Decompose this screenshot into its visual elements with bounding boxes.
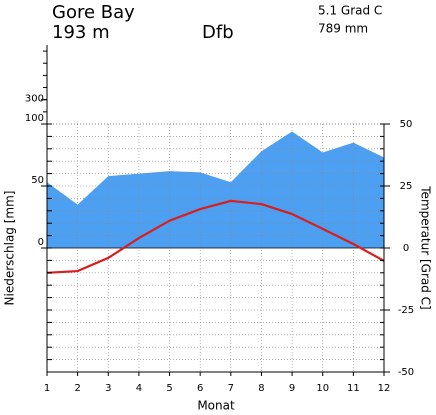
- elevation: 193 m: [52, 22, 110, 43]
- mean-temp: 5.1 Grad C: [318, 4, 382, 18]
- y-tick-label: 0: [38, 237, 44, 248]
- y-tick-label: 100: [25, 113, 44, 124]
- y2-axis-label: Temperatur [Grad C]: [419, 185, 433, 309]
- station: Gore Bay: [52, 2, 135, 23]
- y-tick-label: 50: [31, 175, 44, 186]
- x-tick-label: 5: [166, 383, 172, 394]
- x-tick-label: 10: [316, 383, 329, 394]
- x-tick-label: 6: [197, 383, 203, 394]
- y2-tick-label: -50: [398, 367, 414, 378]
- x-tick-label: 7: [228, 383, 234, 394]
- x-axis-label: Monat: [197, 399, 235, 413]
- y-axis-label: Niederschlag [mm]: [3, 191, 17, 306]
- x-tick-label: 8: [258, 383, 264, 394]
- y2-tick-label: -25: [398, 305, 414, 316]
- x-tick-label: 4: [136, 383, 142, 394]
- y-upper-tick-label: 300: [25, 94, 44, 105]
- x-tick-label: 11: [347, 383, 360, 394]
- x-tick-label: 9: [289, 383, 295, 394]
- y2-tick-label: 50: [400, 119, 413, 130]
- climate-class: Dfb: [202, 22, 234, 43]
- temperature-line: [46, 199, 385, 274]
- x-tick-label: 2: [74, 383, 80, 394]
- y2-tick-label: 25: [400, 181, 413, 192]
- x-tick-label: 12: [378, 383, 391, 394]
- y2-tick-label: 0: [403, 243, 409, 254]
- x-tick-label: 3: [105, 383, 111, 394]
- annual-precip: 789 mm: [318, 22, 368, 36]
- x-tick-label: 1: [44, 383, 50, 394]
